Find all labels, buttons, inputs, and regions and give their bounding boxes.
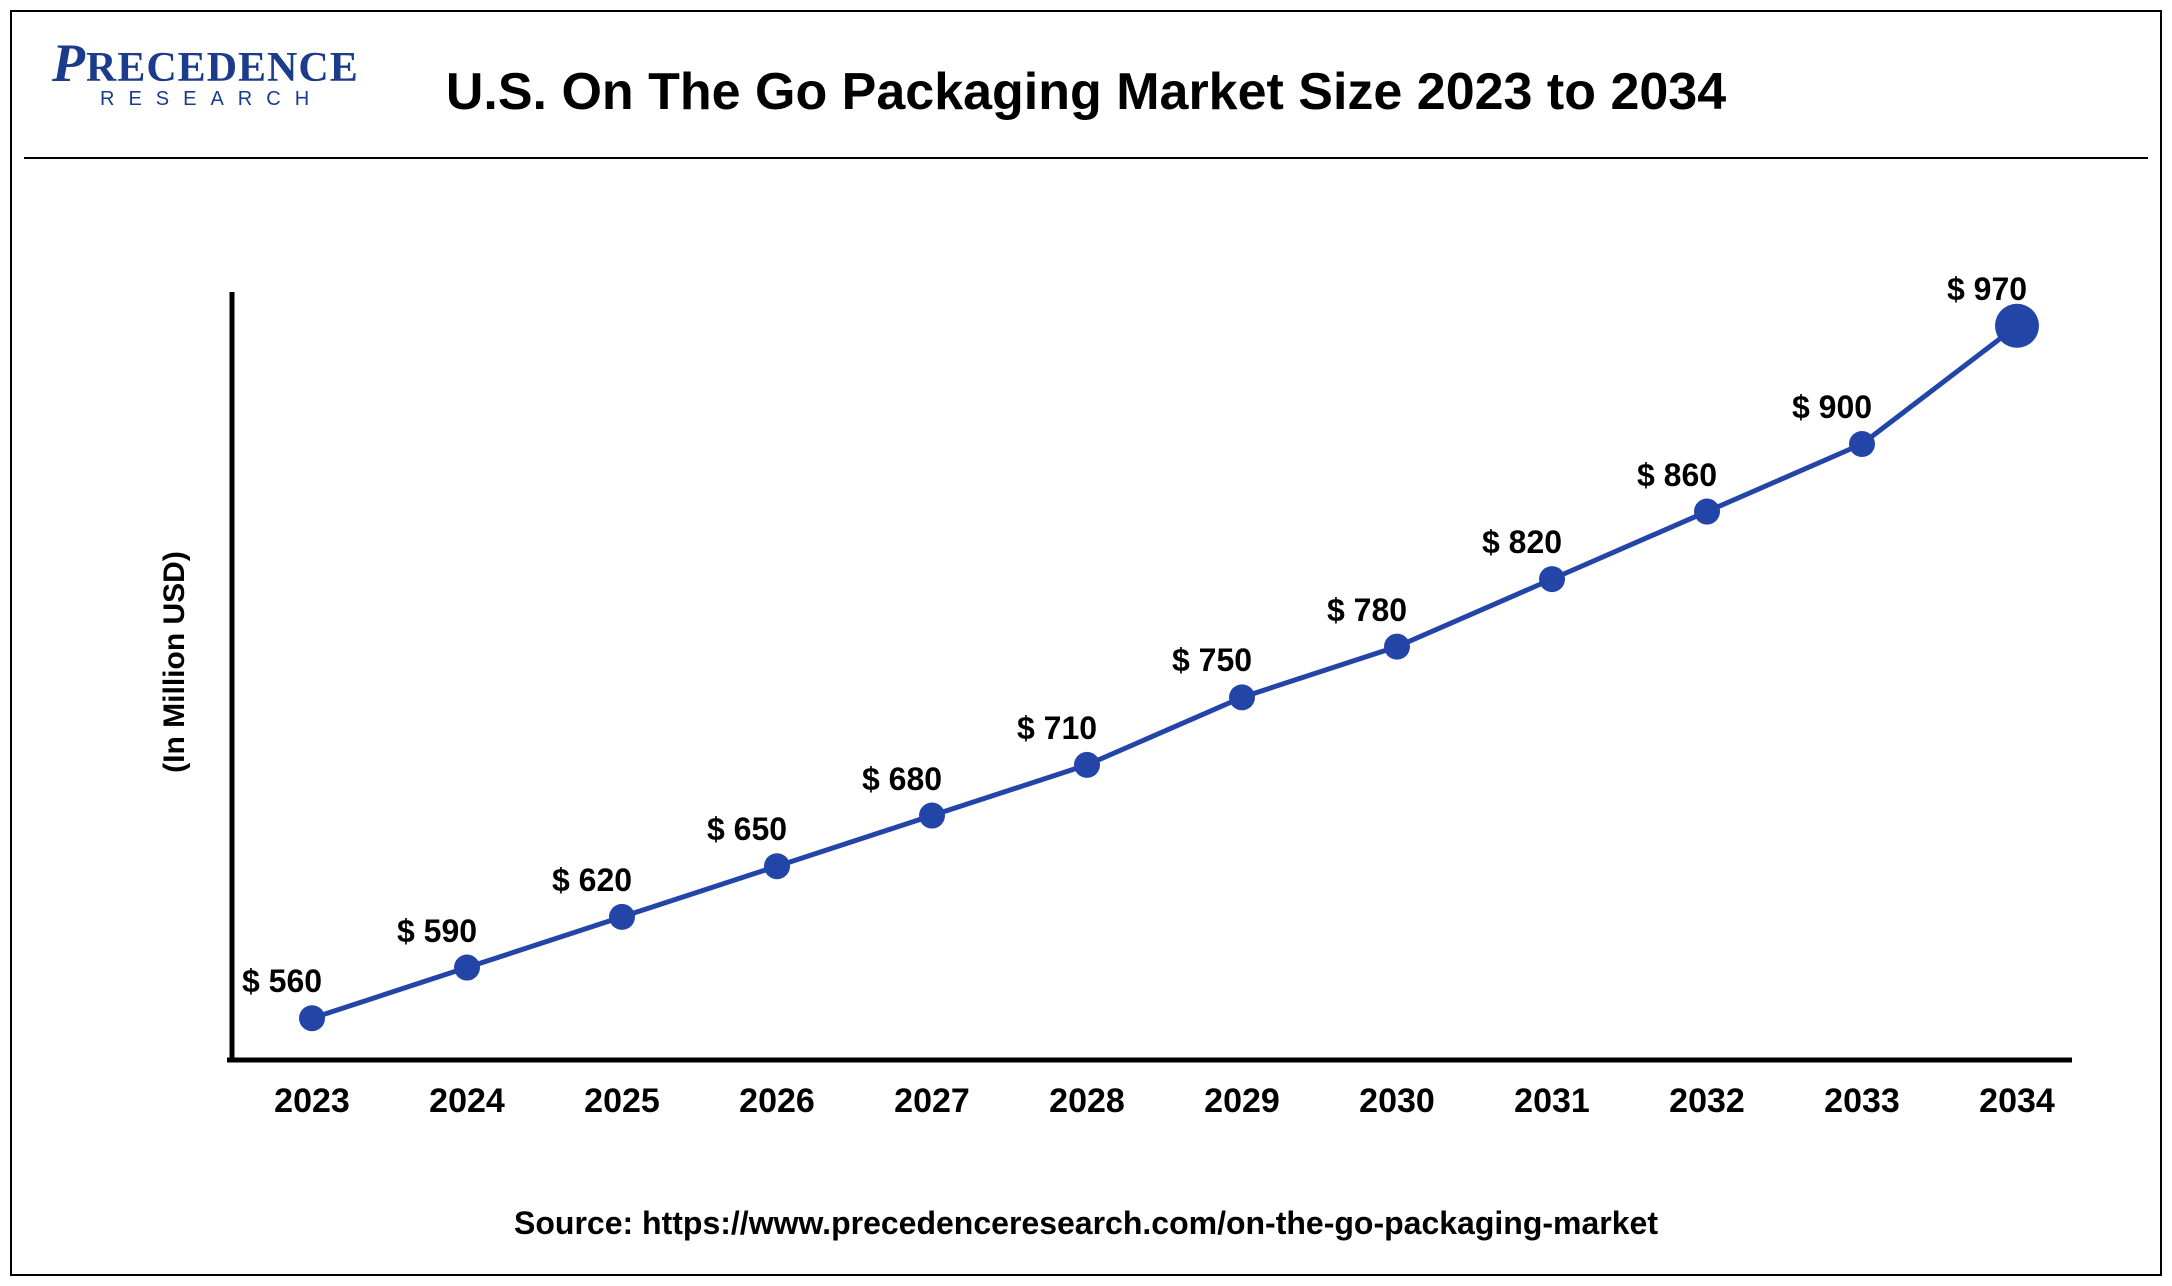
data-line (312, 326, 2017, 1018)
x-tick-label: 2027 (894, 1082, 970, 1121)
x-tick-label: 2024 (429, 1082, 505, 1121)
x-tick-label: 2026 (739, 1082, 815, 1121)
data-label: $ 650 (707, 811, 787, 848)
x-tick-label: 2029 (1204, 1082, 1280, 1121)
data-marker (1074, 752, 1100, 778)
logo-main-rest: RECEDENCE (86, 45, 359, 91)
data-label: $ 620 (552, 862, 632, 899)
data-marker (1849, 431, 1875, 457)
data-marker (1384, 634, 1410, 660)
x-tick-label: 2031 (1514, 1082, 1590, 1121)
data-label: $ 590 (397, 913, 477, 950)
data-marker (609, 904, 635, 930)
chart-frame: PRECEDENCE RESEARCH U.S. On The Go Packa… (10, 10, 2162, 1276)
logo-sub-text: RESEARCH (100, 88, 359, 111)
x-tick-label: 2032 (1669, 1082, 1745, 1121)
data-label: $ 710 (1017, 710, 1097, 747)
data-marker (1995, 304, 2039, 348)
data-label: $ 560 (242, 963, 322, 1000)
title-divider (24, 157, 2148, 159)
data-marker (1539, 566, 1565, 592)
chart-title: U.S. On The Go Packaging Market Size 202… (446, 62, 1726, 122)
source-text: Source: https://www.precedenceresearch.c… (514, 1205, 1658, 1242)
data-label: $ 750 (1172, 642, 1252, 679)
x-tick-label: 2028 (1049, 1082, 1125, 1121)
data-marker (1694, 499, 1720, 525)
data-label: $ 900 (1792, 389, 1872, 426)
x-tick-label: 2023 (274, 1082, 350, 1121)
x-tick-label: 2030 (1359, 1082, 1435, 1121)
chart-container: (In Million USD) $ 5602023$ 5902024$ 620… (72, 212, 2112, 1112)
data-label: $ 860 (1637, 457, 1717, 494)
plot-area: $ 5602023$ 5902024$ 6202025$ 6502026$ 68… (172, 292, 2072, 1052)
data-marker (299, 1005, 325, 1031)
data-label: $ 780 (1327, 592, 1407, 629)
data-marker (1229, 684, 1255, 710)
x-tick-label: 2034 (1979, 1082, 2055, 1121)
data-label: $ 680 (862, 761, 942, 798)
logo: PRECEDENCE RESEARCH (52, 32, 359, 111)
x-tick-label: 2025 (584, 1082, 660, 1121)
data-marker (454, 955, 480, 981)
logo-main-text: PRECEDENCE (52, 32, 359, 94)
data-label: $ 970 (1947, 271, 2027, 308)
data-marker (764, 853, 790, 879)
data-label: $ 820 (1482, 524, 1562, 561)
data-marker (919, 803, 945, 829)
line-chart-svg (172, 292, 2072, 1192)
x-tick-label: 2033 (1824, 1082, 1900, 1121)
